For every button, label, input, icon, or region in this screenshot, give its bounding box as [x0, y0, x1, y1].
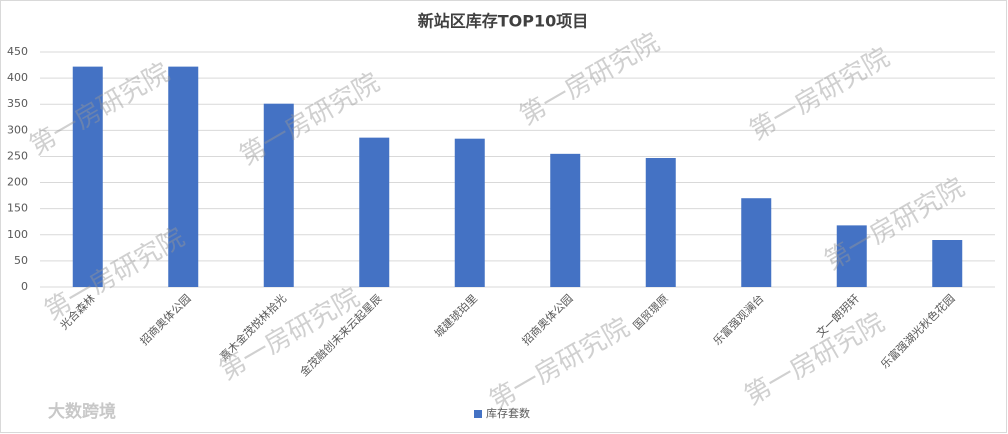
y-tick-label: 300: [7, 123, 28, 136]
bar: [550, 153, 581, 287]
y-tick-label: 250: [7, 149, 28, 162]
legend-label: 库存套数: [486, 406, 530, 420]
y-tick-label: 400: [7, 71, 28, 84]
y-tick-label: 350: [7, 97, 28, 110]
bar: [359, 137, 390, 287]
y-tick-label: 0: [21, 280, 28, 293]
legend-swatch: [474, 410, 482, 418]
bar: [645, 158, 676, 287]
logo: 大数跨境: [48, 401, 116, 422]
y-tick-label: 100: [7, 228, 28, 241]
bar: [836, 225, 867, 287]
y-tick-label: 50: [14, 254, 28, 267]
bar: [168, 66, 199, 287]
y-tick-label: 200: [7, 176, 28, 189]
bar: [741, 198, 772, 287]
bar: [454, 138, 485, 287]
bar: [72, 66, 103, 287]
chart-title: 新站区库存TOP10项目: [418, 12, 589, 31]
y-tick-label: 450: [7, 45, 28, 58]
y-tick-label: 150: [7, 202, 28, 215]
bar: [932, 240, 963, 287]
bar: [263, 103, 294, 287]
